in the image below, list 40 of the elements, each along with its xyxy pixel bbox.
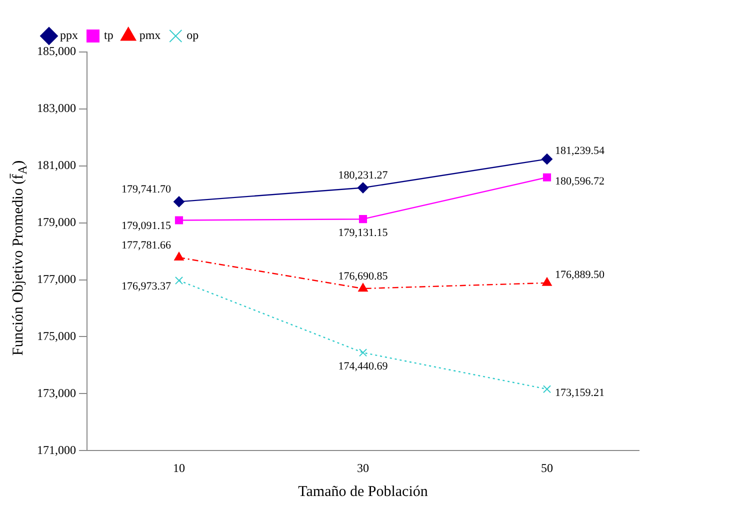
data-label: 176,690.85 [338,270,388,282]
data-label: 181,239.54 [555,144,605,157]
point [542,385,552,394]
data-label: 177,781.66 [122,239,172,252]
y-tick-label: 177,000 [37,272,76,286]
data-label: 179,131.15 [338,226,388,239]
data-label: 174,440.69 [338,360,388,373]
point [174,276,184,285]
point [174,196,184,208]
y-tick-label: 171,000 [37,442,76,457]
data-label: 176,889.50 [555,268,605,281]
y-tick-label: 173,000 [37,386,76,400]
y-tick-label: 175,000 [37,328,76,343]
legend-label: ppx [60,28,78,42]
legend-label: op [186,28,199,42]
legend-label: pmx [139,28,161,42]
point [542,173,552,182]
point [542,154,552,165]
y-tick-label: 183,000 [37,101,76,116]
data-label: 173,159.21 [555,387,604,400]
point [174,252,184,261]
x-tick-label: 50 [541,460,553,475]
x-tick-label: 30 [357,460,369,475]
point [174,216,184,224]
y-tick-label: 181,000 [37,158,76,172]
y-tick-label: 179,000 [37,214,76,229]
x-axis-title: Tamaño de Población [298,484,428,500]
point [358,215,368,224]
point [358,182,368,194]
data-label: 180,231.27 [338,170,388,182]
x-tick-label: 10 [173,460,185,475]
legend-label: tp [104,28,114,42]
data-label: 179,091.15 [122,220,172,232]
point [542,277,552,286]
point [358,283,368,292]
point [358,348,368,357]
y-tick-label: 185,000 [37,44,76,58]
data-label: 179,741.70 [122,184,172,196]
data-label: 180,596.72 [555,175,604,188]
data-label: 176,973.37 [122,280,172,292]
